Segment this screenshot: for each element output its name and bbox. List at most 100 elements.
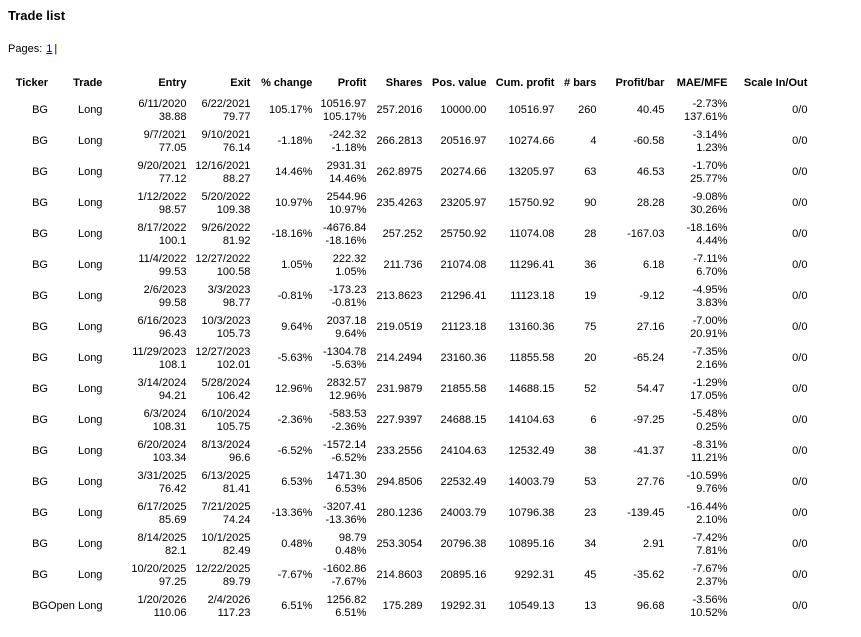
entry-price: 108.31 — [152, 420, 187, 433]
profit-per-bar-cell: 46.53 — [636, 166, 665, 178]
cum-profit-cell: 9292.31 — [514, 569, 555, 581]
table-row: BG Long 6/17/2025 85.69 7/21/2025 74.24 … — [12, 498, 807, 529]
shares-cell: 294.8506 — [376, 476, 423, 488]
profit-cell: 2544.96 10.97% — [312, 188, 367, 219]
profit-value: 2832.57 — [326, 376, 367, 389]
entry-date: 11/29/2023 — [132, 345, 187, 358]
page-link-1[interactable]: 1 — [46, 43, 53, 55]
exit-price: 96.6 — [229, 451, 251, 464]
mae-mfe-cell: -1.70% 25.77% — [664, 157, 727, 188]
pos-value-cell: 20796.38 — [440, 538, 487, 550]
mae-value: -9.08% — [692, 190, 728, 203]
entry-price: 85.69 — [158, 513, 187, 526]
mfe-value: 25.77% — [690, 172, 728, 185]
mfe-value: 11.21% — [690, 451, 728, 464]
entry-price: 99.53 — [158, 265, 187, 278]
mfe-value: 2.37% — [696, 575, 728, 588]
scale-in-out-cell: 0/0 — [792, 538, 808, 550]
profit-pct: 12.96% — [329, 389, 367, 402]
pct-change-cell: -7.67% — [277, 569, 313, 581]
entry-date: 6/17/2025 — [137, 500, 187, 513]
profit-cell: 98.79 0.48% — [312, 529, 366, 560]
exit-cell: 12/22/2025 89.79 — [186, 560, 250, 591]
pos-value-cell: 19292.31 — [440, 600, 487, 612]
ticker-cell: BG — [32, 290, 48, 302]
profit-cell: 1256.82 6.51% — [312, 591, 367, 622]
col-header-pos-value: Pos. value — [432, 77, 487, 89]
scale-in-out-cell: 0/0 — [792, 197, 808, 209]
mfe-value: 2.10% — [696, 513, 728, 526]
exit-price: 76.14 — [222, 141, 251, 154]
profit-value: -3207.41 — [323, 500, 367, 513]
exit-date: 6/10/2024 — [201, 407, 251, 420]
profit-cell: 222.32 1.05% — [312, 250, 367, 281]
entry-date: 6/16/2023 — [137, 314, 187, 327]
cum-profit-cell: 10549.13 — [508, 600, 555, 612]
exit-date: 9/10/2021 — [201, 128, 251, 141]
pos-value-cell: 24688.15 — [440, 414, 487, 426]
mae-value: -1.70% — [692, 159, 728, 172]
profit-cell: -583.53 -2.36% — [312, 405, 366, 436]
profit-pct: -18.16% — [325, 234, 367, 247]
exit-price: 89.79 — [222, 575, 251, 588]
exit-price: 81.92 — [222, 234, 251, 247]
mae-mfe-cell: -10.59% 9.76% — [664, 467, 727, 498]
exit-price: 100.58 — [216, 265, 251, 278]
profit-value: 98.79 — [338, 531, 367, 544]
ticker-cell: BG — [32, 104, 48, 116]
table-row: BG Long 1/12/2022 98.57 5/20/2022 109.38… — [12, 188, 807, 219]
entry-price: 96.43 — [158, 327, 187, 340]
bars-cell: 53 — [584, 476, 597, 488]
profit-value: 222.32 — [332, 252, 367, 265]
entry-date: 1/20/2026 — [137, 593, 187, 606]
mfe-value: 17.05% — [690, 389, 728, 402]
shares-cell: 262.8975 — [376, 166, 423, 178]
profit-per-bar-cell: -97.25 — [633, 414, 665, 426]
cum-profit-cell: 11074.08 — [509, 228, 555, 240]
entry-price: 110.06 — [153, 606, 187, 619]
exit-price: 105.73 — [216, 327, 251, 340]
entry-cell: 11/29/2023 108.1 — [102, 343, 186, 374]
exit-cell: 6/13/2025 81.41 — [186, 467, 251, 498]
entry-price: 100.1 — [158, 234, 187, 247]
table-row: BG Long 9/7/2021 77.05 9/10/2021 76.14 -… — [12, 126, 807, 157]
exit-price: 102.01 — [216, 358, 251, 371]
cum-profit-cell: 14104.63 — [508, 414, 555, 426]
entry-date: 10/20/2025 — [131, 562, 187, 575]
col-header-trade: Trade — [73, 77, 103, 89]
profit-cell: -1572.14 -6.52% — [312, 436, 366, 467]
entry-cell: 6/3/2024 108.31 — [102, 405, 187, 436]
profit-per-bar-cell: 27.16 — [636, 321, 665, 333]
shares-cell: 214.8603 — [376, 569, 423, 581]
exit-price: 81.41 — [222, 482, 251, 495]
profit-pct: 6.51% — [335, 606, 367, 619]
entry-price: 94.21 — [158, 389, 187, 402]
bars-cell: 4 — [590, 135, 597, 147]
col-header-profit-per-bar: Profit/bar — [615, 77, 665, 89]
mfe-value: 137.61% — [684, 110, 728, 123]
table-row: BG Long 6/16/2023 96.43 10/3/2023 105.73… — [12, 312, 807, 343]
trade-type-cell: Long — [77, 414, 103, 426]
profit-pct: -2.36% — [331, 420, 367, 433]
cum-profit-cell: 13160.36 — [508, 321, 555, 333]
trade-type-cell: Long — [77, 321, 103, 333]
shares-cell: 235.4263 — [376, 197, 423, 209]
profit-pct: -1.18% — [331, 141, 367, 154]
entry-cell: 6/16/2023 96.43 — [102, 312, 187, 343]
shares-cell: 175.289 — [382, 600, 423, 612]
shares-cell: 213.8623 — [376, 290, 423, 302]
mae-value: -1.29% — [692, 376, 728, 389]
profit-per-bar-cell: 27.76 — [636, 476, 665, 488]
col-header-profit: Profit — [337, 77, 367, 89]
table-row: BG Long 6/11/2020 38.88 6/22/2021 79.77 … — [12, 95, 807, 126]
mfe-value: 1.23% — [696, 141, 728, 154]
profit-cell: 10516.97 105.17% — [312, 95, 367, 126]
profit-pct: -7.67% — [331, 575, 367, 588]
scale-in-out-cell: 0/0 — [792, 445, 808, 457]
mfe-value: 0.25% — [696, 420, 728, 433]
exit-cell: 5/20/2022 109.38 — [186, 188, 251, 219]
table-row: BG Long 6/20/2024 103.34 8/13/2024 96.6 … — [12, 436, 807, 467]
shares-cell: 214.2494 — [376, 352, 423, 364]
pos-value-cell: 20274.66 — [440, 166, 487, 178]
profit-pct: 105.17% — [323, 110, 367, 123]
